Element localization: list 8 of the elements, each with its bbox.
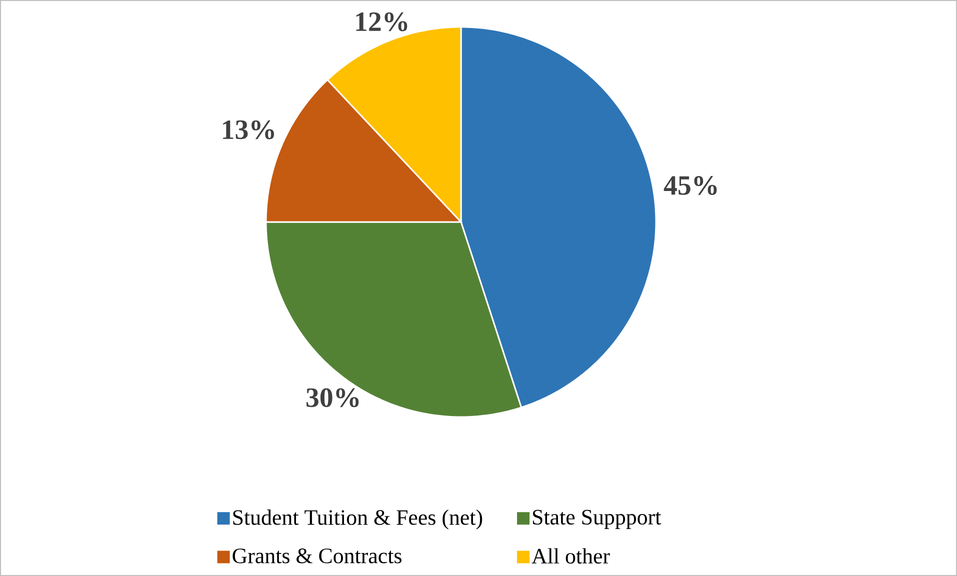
data-label: 30% [306, 388, 359, 408]
legend-label: Student Tuition & Fees (net) [233, 510, 482, 530]
data-label: 13% [223, 120, 274, 140]
legend-label: Grants & Contracts [232, 548, 402, 564]
legend-label: State Suppport [532, 510, 662, 530]
data-label: 45% [664, 176, 717, 195]
data-label: 12% [356, 12, 408, 32]
legend-label: All other [532, 548, 610, 564]
